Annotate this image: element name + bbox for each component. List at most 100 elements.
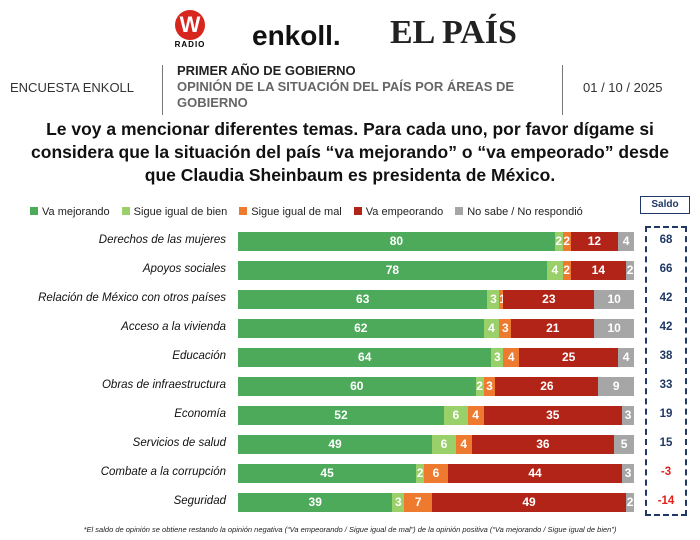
saldo-value: 42 (659, 292, 673, 304)
bar-segment: 78 (238, 261, 547, 280)
bar-segment: 9 (598, 377, 634, 396)
header-line2: OPINIÓN DE LA SITUACIÓN DEL PAÍS POR ÁRE… (177, 79, 515, 94)
bar-segment: 2 (416, 464, 425, 483)
bar-segment: 80 (238, 232, 555, 251)
category-label: Derechos de las mujeres (98, 234, 226, 246)
bar-segment: 49 (432, 493, 627, 512)
w-radio-logo: W RADIO (174, 10, 206, 49)
saldo-value: 38 (659, 350, 673, 362)
bar-segment: 2 (562, 261, 571, 280)
legend-label: Sigue igual de mal (251, 206, 342, 218)
saldo-value: 42 (659, 321, 673, 333)
legend-swatch (30, 207, 38, 215)
bar-segment: 62 (238, 319, 484, 338)
header-line1: PRIMER AÑO DE GOBIERNO (177, 63, 356, 78)
saldo-value: 68 (659, 234, 673, 246)
legend: Va mejorando Sigue igual de bien Sigue igu… (30, 206, 583, 218)
legend-item: Sigue igual de bien (121, 206, 228, 218)
bar-segment: 25 (519, 348, 619, 367)
enkoll-logo: enkoll. (252, 20, 341, 51)
bar-segment: 6 (424, 464, 448, 483)
bar-segment: 4 (483, 319, 500, 338)
bar-segment: 5 (614, 435, 634, 454)
legend-item: No sabe / No respondió (455, 206, 583, 218)
category-label: Apoyos sociales (142, 263, 226, 275)
category-label: Relación de México con otros países (38, 292, 226, 304)
bar-segment: 3 (491, 348, 504, 367)
title-line: Le voy a mencionar diferentes temas. Par… (46, 119, 654, 139)
saldo-value: 15 (659, 437, 673, 449)
el-pais-logo: EL PAÍS (390, 14, 517, 51)
saldo-value: 19 (659, 408, 673, 420)
category-label: Educación (172, 350, 226, 362)
divider (162, 65, 163, 115)
bar-segment: 3 (392, 493, 405, 512)
bar-segment: 2 (626, 261, 634, 280)
bar-segment: 12 (570, 232, 619, 251)
category-label: Economía (174, 408, 226, 420)
bar-segment: 60 (238, 377, 476, 396)
bar-segment: 4 (546, 261, 563, 280)
saldo-value: -3 (660, 466, 672, 478)
bar-segment: 35 (483, 406, 623, 425)
bar-segment: 10 (594, 290, 634, 309)
bar-segment: 63 (238, 290, 488, 309)
date: 01 / 10 / 2025 (583, 80, 663, 95)
bar-segment: 44 (447, 464, 623, 483)
bar-segment: 3 (622, 464, 634, 483)
legend-swatch (353, 207, 362, 215)
category-label: Obras de infraestructura (101, 379, 226, 391)
bar-segment: 2 (626, 493, 634, 512)
legend-label: Va mejorando (42, 206, 110, 218)
bar-segment: 49 (238, 435, 433, 454)
bar-segment: 10 (594, 319, 634, 338)
bar-segment: 6 (432, 435, 456, 454)
bar-segment: 3 (487, 290, 500, 309)
bar-segment: 4 (618, 232, 634, 251)
bar-segment: 3 (622, 406, 634, 425)
bar-segment: 7 (404, 493, 433, 512)
bar-segment: 2 (554, 232, 563, 251)
legend-label: Va empeorando (365, 206, 444, 218)
saldo-value: 33 (659, 379, 673, 391)
legend-item: Va empeorando (353, 206, 444, 218)
category-label: Combate a la corrupción (100, 466, 226, 478)
title-line: que Claudia Sheinbaum es presidenta de M… (144, 165, 556, 185)
legend-label: No sabe / No respondió (467, 206, 583, 218)
bar-segment: 3 (499, 319, 512, 338)
legend-swatch (239, 207, 248, 215)
bar-segment: 52 (238, 406, 444, 425)
bar-segment: 64 (238, 348, 492, 367)
bar-segment: 3 (483, 377, 496, 396)
bar-segment: 4 (618, 348, 634, 367)
header-line3: GOBIERNO (177, 95, 248, 110)
saldo-box (645, 226, 687, 516)
legend-swatch (455, 207, 464, 215)
legend-swatch (121, 207, 130, 215)
category-label: Acceso a la vivienda (121, 321, 226, 333)
bar-segment: 26 (495, 377, 599, 396)
bar-segment: 39 (238, 493, 393, 512)
bar-segment: 36 (471, 435, 615, 454)
bar-segment: 21 (511, 319, 595, 338)
bar-segment: 6 (443, 406, 468, 425)
bar-segment: 1 (499, 290, 506, 309)
bar-segment: 4 (467, 406, 484, 425)
bar-segment: 45 (238, 464, 417, 483)
legend-label: Sigue igual de bien (133, 206, 228, 218)
saldo-value: 66 (659, 263, 673, 275)
chart-title: Le voy a mencionar diferentes temas. Par… (20, 118, 680, 187)
bar-segment: 4 (503, 348, 520, 367)
saldo-header: Saldo (640, 196, 690, 214)
divider (562, 65, 563, 115)
category-label: Seguridad (173, 495, 226, 507)
saldo-value: -14 (657, 495, 675, 507)
bar-segment: 2 (475, 377, 484, 396)
bar-segment: 4 (455, 435, 472, 454)
survey-label: ENCUESTA ENKOLL (10, 80, 135, 95)
footnote: *El saldo de opinión se obtiene restando… (83, 525, 617, 534)
bar-segment: 23 (503, 290, 595, 309)
category-label: Servicios de salud (132, 437, 226, 449)
title-line: considera que la situación del país “va … (31, 142, 669, 162)
bar-segment: 2 (562, 232, 571, 251)
